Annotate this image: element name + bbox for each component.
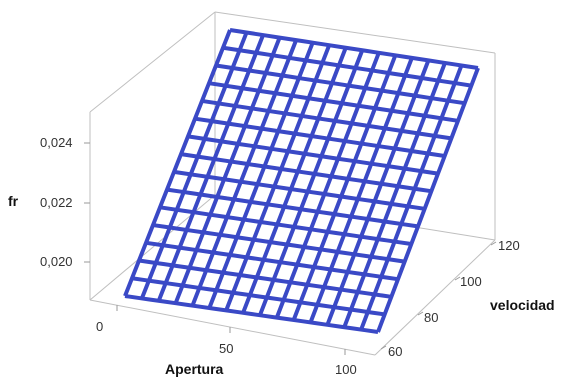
surface-grid-line: [274, 52, 381, 319]
surface-grid-line: [123, 29, 232, 297]
z-axis-title: fr: [8, 193, 19, 209]
x-tick-label: 0: [96, 319, 103, 334]
z-tick-label: 0,020: [40, 254, 73, 269]
surface-grid-line: [224, 44, 332, 312]
y-tick-label: 80: [424, 310, 438, 325]
x-axis-title: Apertura: [165, 361, 224, 377]
surface-grid-line: [194, 116, 445, 158]
surface-grid-line: [207, 41, 315, 309]
y-tick-label: 60: [388, 344, 402, 359]
surface-grid-line: [190, 39, 298, 307]
y-axis-title: velocidad: [490, 297, 555, 313]
y-axis: 60 80 100 120 velocidad: [388, 238, 555, 359]
surface-grid-line: [215, 63, 465, 106]
surface-grid-line: [173, 169, 425, 211]
z-tick-label: 0,024: [40, 135, 73, 150]
surface-grid-line: [131, 276, 385, 317]
z-axis: 0,024 0,022 0,020 fr: [8, 135, 73, 269]
surface-grid-line: [229, 28, 479, 70]
surface-grid-line: [152, 223, 405, 264]
surface-grid-line: [180, 152, 432, 194]
surface-grid-line: [208, 81, 459, 123]
surface-grid-line: [376, 67, 480, 333]
surface-grid-line: [166, 187, 419, 229]
x-tick-label: 100: [335, 362, 357, 377]
surface-grid-line: [140, 31, 249, 300]
surface-grid-line: [359, 64, 464, 331]
surface-grid-line: [159, 205, 412, 246]
surface-grid-line: [342, 62, 447, 328]
surface-grid-line: [241, 47, 348, 314]
surface-grid-line: [291, 54, 398, 321]
y-tick-label: 100: [460, 274, 482, 289]
surface-grid-line: [222, 45, 472, 88]
x-tick-label: 50: [219, 341, 233, 356]
surface-grid-line: [124, 294, 379, 334]
surface-mesh: [123, 28, 480, 334]
y-tick-label: 120: [498, 238, 520, 253]
surface-grid-line: [173, 36, 282, 304]
x-axis: 0 50 100 Apertura: [96, 319, 357, 377]
surface-grid-line: [325, 59, 431, 326]
z-tick-label: 0,022: [40, 195, 73, 210]
surface-grid-line: [156, 34, 265, 302]
surface-grid-line: [258, 49, 365, 316]
tick-marks: [84, 142, 497, 355]
surface-grid-line: [308, 57, 414, 324]
surface-grid-line: [145, 240, 399, 282]
surface-grid-line: [187, 134, 439, 176]
surface-grid-line: [201, 98, 452, 141]
surface-grid-line: [138, 258, 392, 299]
